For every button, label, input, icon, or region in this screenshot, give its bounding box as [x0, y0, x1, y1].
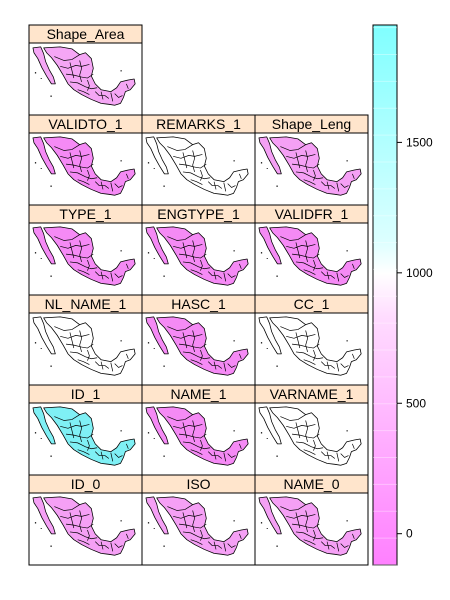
panel-label: ID_0 [71, 476, 101, 492]
color-key-ticks: 0 500 1000 1500 [397, 135, 433, 541]
panel-label: NL_NAME_1 [45, 296, 127, 312]
key-tick-label: 1500 [406, 135, 433, 149]
panel-label: NAME_0 [283, 476, 339, 492]
color-key: 0 500 1000 1500 [372, 24, 433, 566]
map-panel: Shape_Area [28, 24, 143, 116]
map-panel: NL_NAME_1 [28, 294, 143, 386]
key-tick-label: 500 [406, 396, 426, 410]
map-panel: ISO [141, 474, 256, 566]
panel-label: REMARKS_1 [156, 116, 241, 132]
map-panel: ID_1 [28, 384, 143, 476]
key-tick-label: 1000 [406, 266, 433, 280]
map-panel: HASC_1 [141, 294, 256, 386]
panel-label: VALIDFR_1 [275, 206, 349, 222]
panel-label: ENGTYPE_1 [157, 206, 240, 222]
key-tick-label: 0 [406, 527, 413, 541]
color-key-bands [373, 27, 397, 566]
panel-label: CC_1 [294, 296, 330, 312]
map-panel: ENGTYPE_1 [141, 204, 256, 296]
map-panels: Shape_Area VALIDTO_1 REMARKS_1 Shape_Leng TY… [28, 24, 369, 566]
panel-label: Shape_Area [47, 26, 125, 42]
map-panel: VARNAME_1 [254, 384, 369, 476]
panel-label: NAME_1 [170, 386, 226, 402]
panel-label: VALIDTO_1 [48, 116, 122, 132]
map-panel: ID_0 [28, 474, 143, 566]
map-panel: CC_1 [254, 294, 369, 386]
panel-label: Shape_Leng [272, 116, 351, 132]
color-key-bar [372, 24, 398, 566]
panel-label: HASC_1 [171, 296, 226, 312]
map-panel: TYPE_1 [28, 204, 143, 296]
panel-label: VARNAME_1 [270, 386, 354, 402]
map-panel: REMARKS_1 [141, 114, 256, 206]
map-panel: Shape_Leng [254, 114, 369, 206]
map-panel: NAME_1 [141, 384, 256, 476]
panel-label: ISO [186, 476, 210, 492]
map-panel: NAME_0 [254, 474, 369, 566]
panel-label: ID_1 [71, 386, 101, 402]
panel-label: TYPE_1 [59, 206, 111, 222]
map-panel: VALIDTO_1 [28, 114, 143, 206]
map-panel: VALIDFR_1 [254, 204, 369, 296]
